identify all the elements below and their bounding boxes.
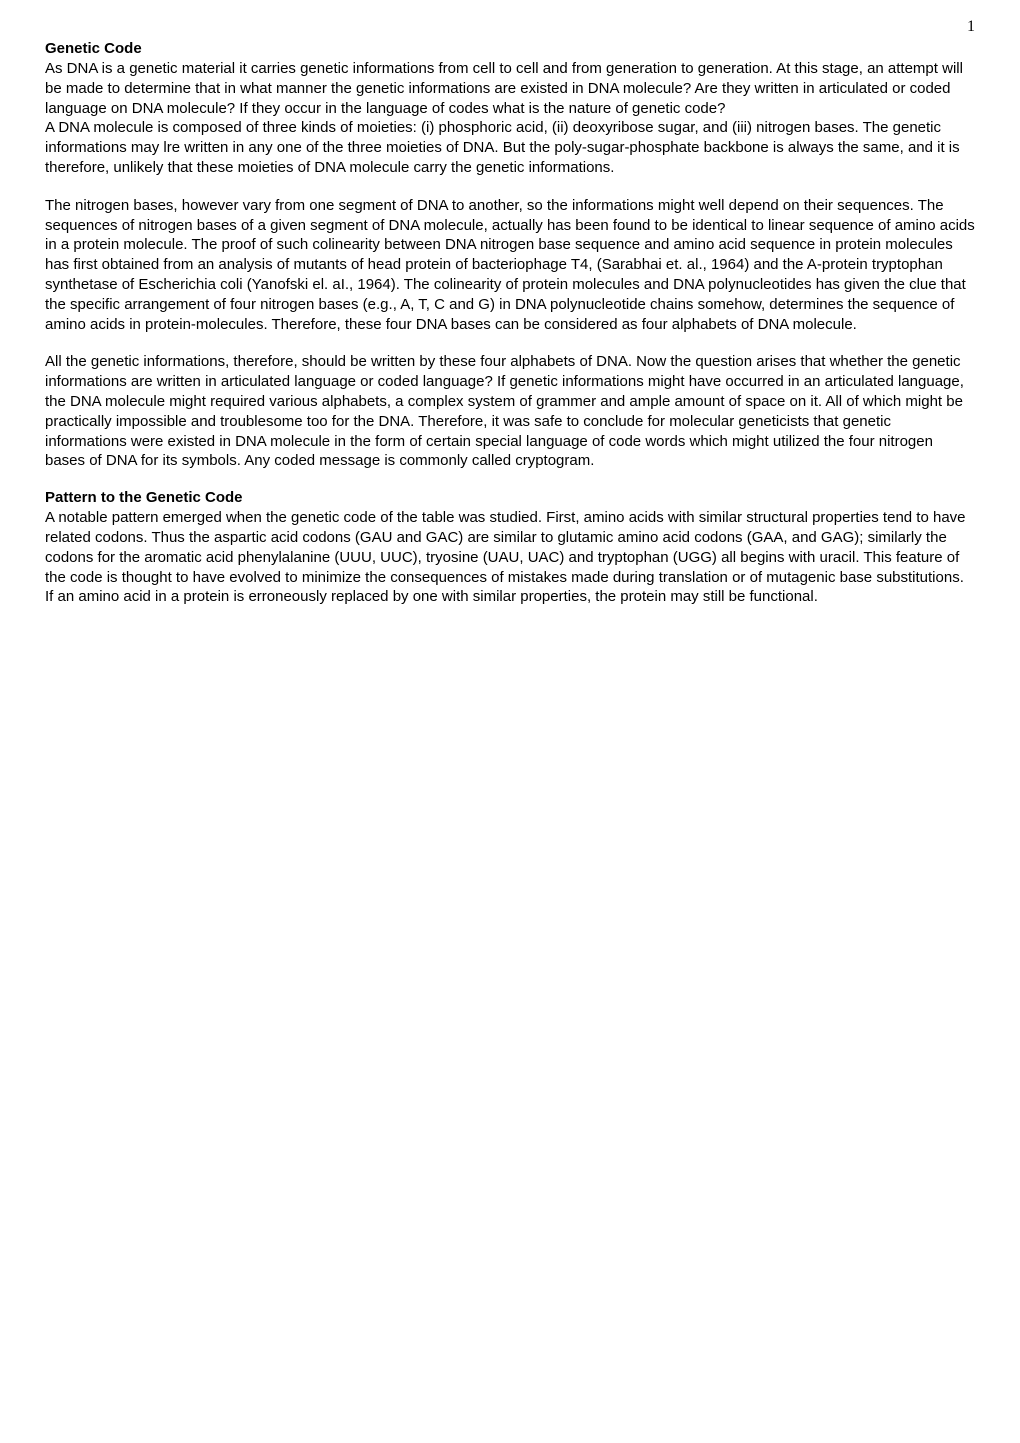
heading-pattern: Pattern to the Genetic Code [45,489,975,506]
paragraph-text: The nitrogen bases, however vary from on… [45,196,975,335]
section-genetic-code: Genetic Code As DNA is a genetic materia… [45,40,975,471]
paragraph-text: All the genetic informations, therefore,… [45,352,975,471]
heading-genetic-code: Genetic Code [45,40,975,57]
paragraph-text: A notable pattern emerged when the genet… [45,508,975,607]
page-number: 1 [967,18,975,36]
paragraph-text: As DNA is a genetic material it carries … [45,59,975,118]
paragraph-text: A DNA molecule is composed of three kind… [45,118,975,177]
section-pattern-genetic-code: Pattern to the Genetic Code A notable pa… [45,489,975,607]
